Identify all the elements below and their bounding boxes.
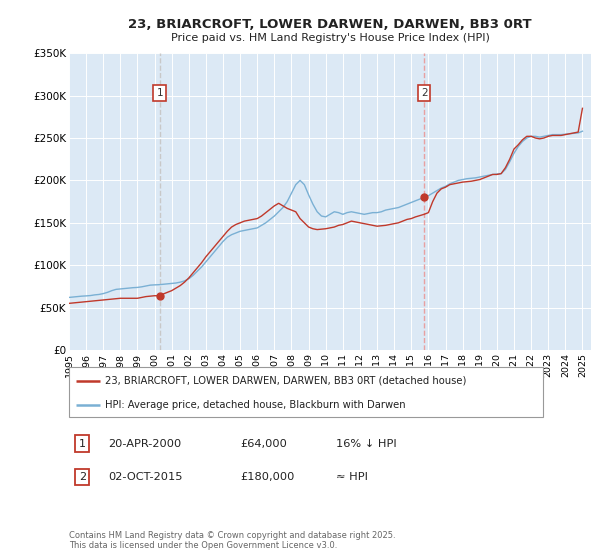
Text: HPI: Average price, detached house, Blackburn with Darwen: HPI: Average price, detached house, Blac…: [104, 400, 405, 410]
Text: 20-APR-2000: 20-APR-2000: [108, 438, 181, 449]
Text: 2: 2: [421, 88, 427, 98]
Text: 2: 2: [79, 472, 86, 482]
Text: Price paid vs. HM Land Registry's House Price Index (HPI): Price paid vs. HM Land Registry's House …: [170, 32, 490, 43]
Text: ≈ HPI: ≈ HPI: [336, 472, 368, 482]
Text: £180,000: £180,000: [240, 472, 295, 482]
Text: 1: 1: [157, 88, 163, 98]
FancyBboxPatch shape: [69, 367, 543, 417]
Text: 1: 1: [79, 438, 86, 449]
Text: Contains HM Land Registry data © Crown copyright and database right 2025.
This d: Contains HM Land Registry data © Crown c…: [69, 530, 395, 550]
Text: £64,000: £64,000: [240, 438, 287, 449]
Text: 23, BRIARCROFT, LOWER DARWEN, DARWEN, BB3 0RT (detached house): 23, BRIARCROFT, LOWER DARWEN, DARWEN, BB…: [104, 376, 466, 386]
Text: 23, BRIARCROFT, LOWER DARWEN, DARWEN, BB3 0RT: 23, BRIARCROFT, LOWER DARWEN, DARWEN, BB…: [128, 17, 532, 31]
Text: 16% ↓ HPI: 16% ↓ HPI: [336, 438, 397, 449]
Text: 02-OCT-2015: 02-OCT-2015: [108, 472, 182, 482]
